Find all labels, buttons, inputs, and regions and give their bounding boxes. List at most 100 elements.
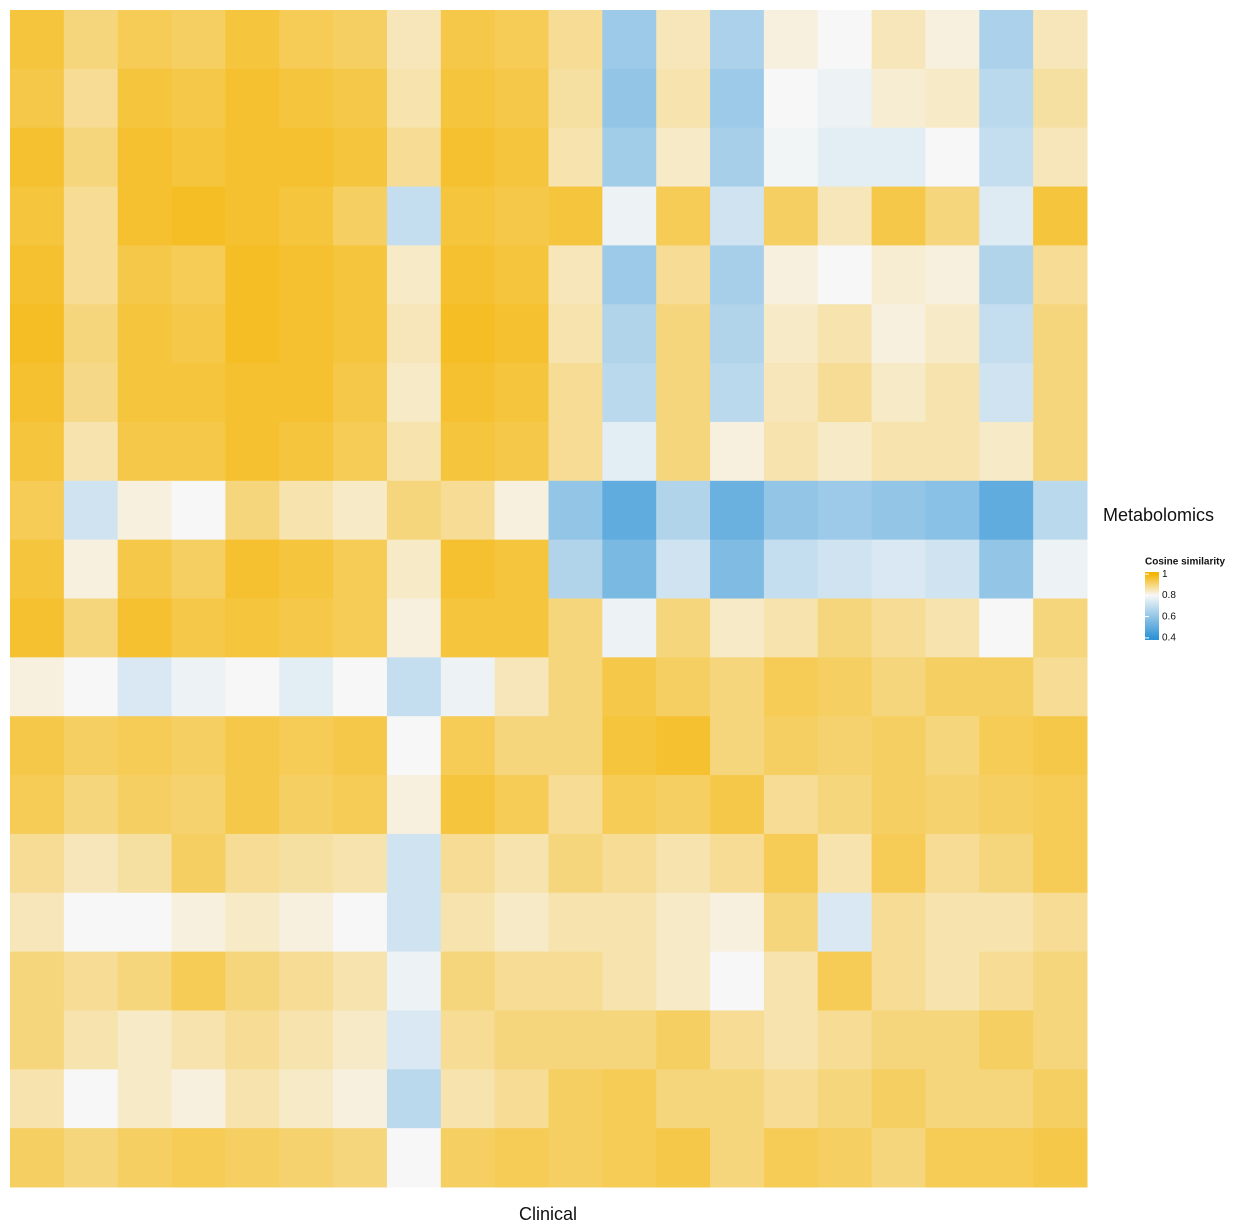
- heatmap-cell: [817, 775, 873, 835]
- heatmap-cell: [763, 539, 819, 599]
- heatmap-cell: [763, 598, 819, 658]
- heatmap-cell: [710, 539, 765, 599]
- heatmap-cell: [10, 245, 65, 305]
- heatmap-cell: [117, 10, 173, 70]
- heatmap-cell: [763, 304, 819, 364]
- heatmap-cell: [63, 68, 119, 129]
- heatmap-cell: [1033, 1069, 1088, 1129]
- heatmap-cell: [656, 951, 711, 1011]
- heatmap-cell: [1033, 127, 1088, 188]
- heatmap-cell: [602, 716, 657, 776]
- heatmap-cell: [871, 421, 926, 482]
- heatmap-cell: [1033, 421, 1088, 482]
- heatmap-cell: [10, 716, 65, 776]
- heatmap-cell: [63, 539, 119, 599]
- heatmap-cell: [817, 598, 873, 658]
- heatmap-cell: [10, 598, 65, 658]
- heatmap-cell: [979, 245, 1034, 305]
- heatmap-cell: [440, 245, 496, 305]
- heatmap-cell: [494, 421, 549, 482]
- heatmap-cell: [117, 304, 173, 364]
- heatmap-cell: [1033, 10, 1088, 70]
- heatmap-cell: [548, 68, 603, 129]
- heatmap-cell: [871, 480, 926, 541]
- heatmap-cell: [440, 657, 496, 717]
- heatmap-cell: [279, 598, 334, 658]
- heatmap-cell: [871, 304, 926, 364]
- heatmap-cell: [979, 775, 1034, 835]
- heatmap-cell: [171, 716, 226, 776]
- heatmap-cell: [279, 1128, 334, 1188]
- heatmap-cell: [979, 1069, 1034, 1129]
- heatmap-cell: [10, 892, 65, 953]
- heatmap-cell: [63, 892, 119, 953]
- heatmap-cell: [602, 1010, 657, 1070]
- heatmap-cell: [602, 775, 657, 835]
- heatmap-cell: [710, 304, 765, 364]
- heatmap-cell: [279, 186, 334, 246]
- heatmap-cell: [548, 951, 603, 1011]
- heatmap-cell: [494, 68, 549, 129]
- heatmap-cell: [279, 657, 334, 717]
- heatmap-cell: [710, 716, 765, 776]
- heatmap-cell: [656, 1069, 711, 1129]
- heatmap-cell: [494, 245, 549, 305]
- heatmap-cell: [979, 1010, 1034, 1070]
- heatmap-cell: [494, 1128, 549, 1188]
- heatmap-cell: [656, 304, 711, 364]
- heatmap-cell: [979, 10, 1034, 70]
- heatmap-cell: [548, 775, 603, 835]
- heatmap-cell: [602, 833, 657, 894]
- heatmap-cell: [171, 421, 226, 482]
- heatmap-cell: [333, 657, 388, 717]
- heatmap-cell: [979, 421, 1034, 482]
- heatmap-cell: [925, 657, 980, 717]
- heatmap-cell: [763, 892, 819, 953]
- heatmap-cell: [656, 892, 711, 953]
- heatmap-cell: [979, 480, 1034, 541]
- heatmap-cell: [979, 363, 1034, 423]
- heatmap-cell: [10, 539, 65, 599]
- heatmap-cell: [225, 775, 280, 835]
- heatmap-cell: [279, 10, 334, 70]
- heatmap-cell: [333, 598, 388, 658]
- heatmap-cell: [333, 421, 388, 482]
- legend-title: Cosine similarity: [1145, 557, 1225, 568]
- heatmap-cell: [386, 68, 442, 129]
- heatmap-cell: [225, 951, 280, 1011]
- heatmap-cell: [440, 539, 496, 599]
- heatmap-cell: [10, 127, 65, 188]
- heatmap-cell: [602, 186, 657, 246]
- heatmap-cell: [710, 186, 765, 246]
- heatmap-cell: [10, 421, 65, 482]
- heatmap-cell: [602, 480, 657, 541]
- heatmap-cell: [279, 1010, 334, 1070]
- heatmap-cell: [63, 304, 119, 364]
- heatmap-cell: [386, 833, 442, 894]
- heatmap-cell: [10, 480, 65, 541]
- heatmap-cell: [710, 480, 765, 541]
- heatmap-cell: [763, 421, 819, 482]
- heatmap-cell: [117, 1010, 173, 1070]
- heatmap-cell: [710, 1069, 765, 1129]
- heatmap-cell: [548, 304, 603, 364]
- heatmap-cell: [440, 1069, 496, 1129]
- heatmap-cell: [386, 10, 442, 70]
- heatmap-cell: [386, 657, 442, 717]
- heatmap-cell: [602, 1069, 657, 1129]
- heatmap-cell: [333, 127, 388, 188]
- heatmap-cell: [979, 186, 1034, 246]
- heatmap-cell: [710, 68, 765, 129]
- heatmap-cell: [63, 775, 119, 835]
- heatmap-cell: [333, 892, 388, 953]
- heatmap-cell: [225, 68, 280, 129]
- heatmap-cell: [63, 186, 119, 246]
- heatmap-cell: [279, 304, 334, 364]
- heatmap-cell: [817, 657, 873, 717]
- heatmap-cell: [333, 10, 388, 70]
- heatmap-cell: [279, 68, 334, 129]
- heatmap-cell: [979, 304, 1034, 364]
- heatmap-cell: [494, 539, 549, 599]
- heatmap-cell: [979, 716, 1034, 776]
- heatmap-cell: [979, 598, 1034, 658]
